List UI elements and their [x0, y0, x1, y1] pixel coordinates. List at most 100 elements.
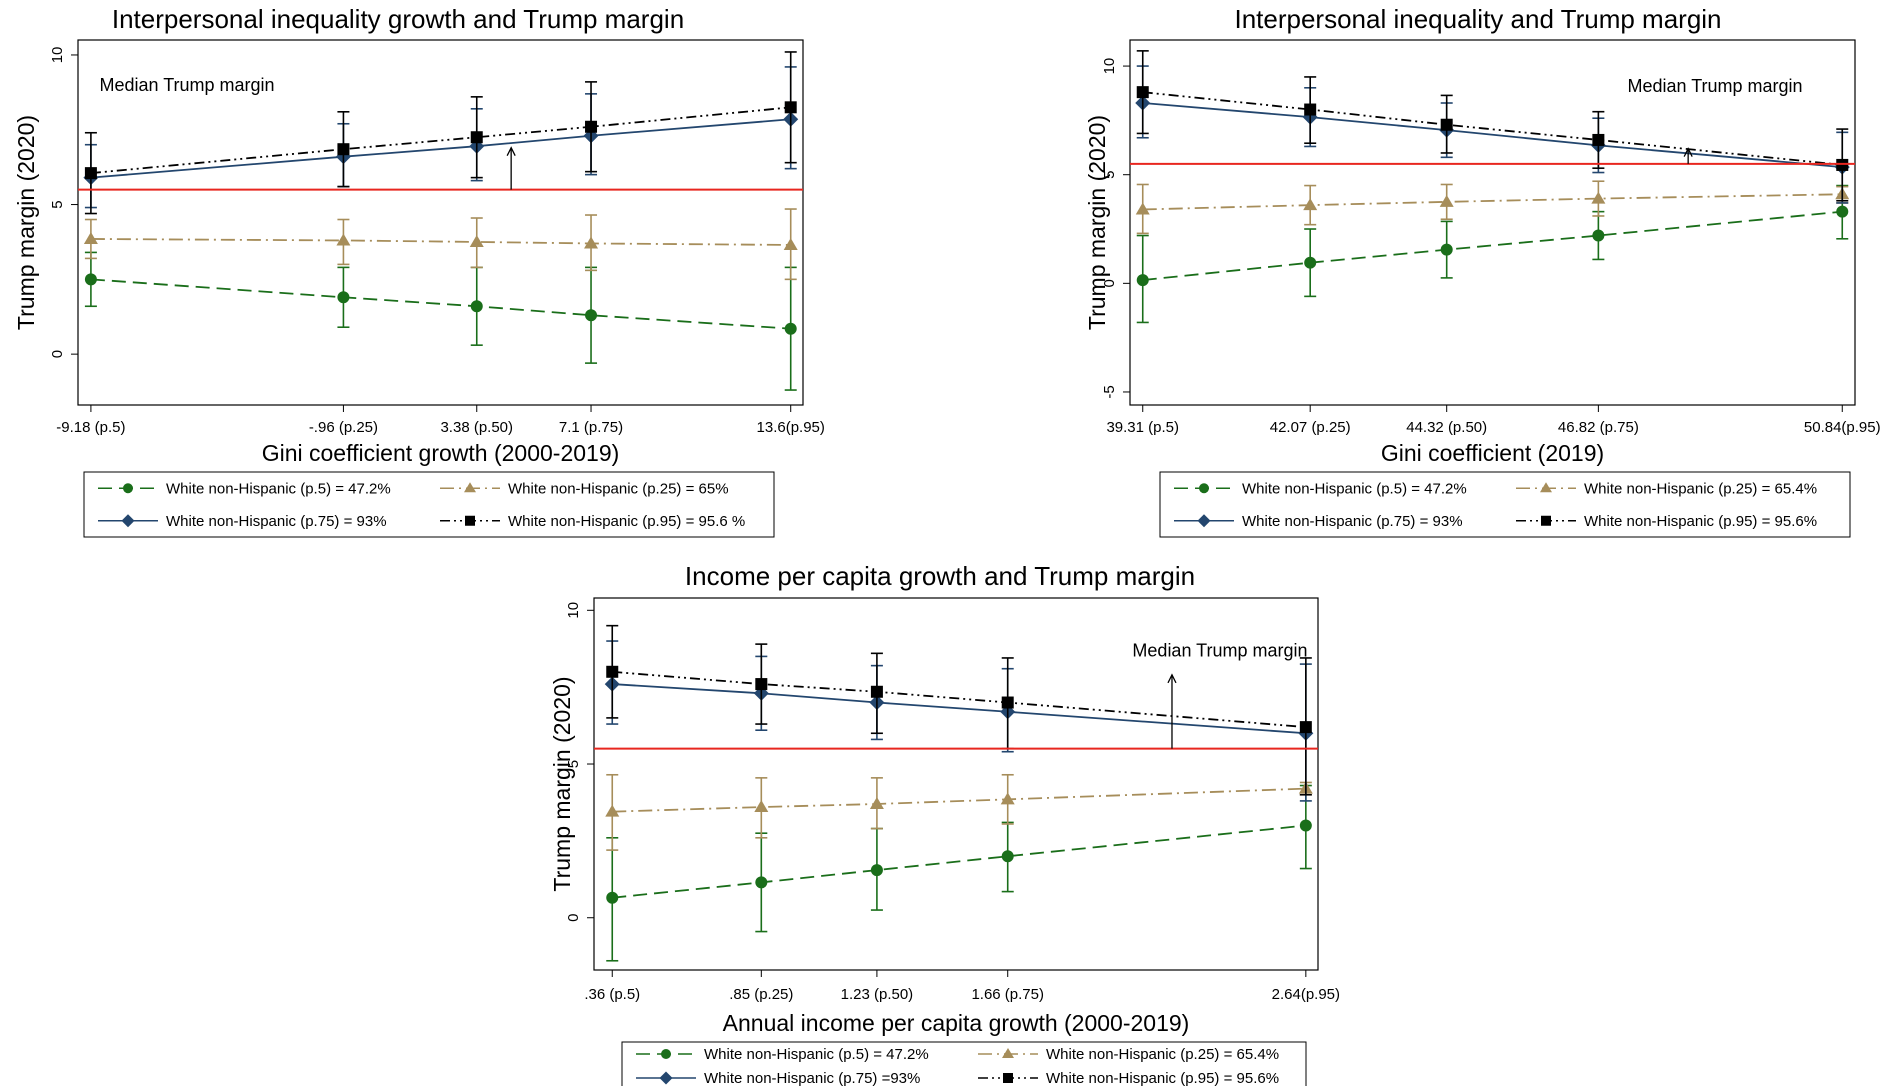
x-tick-label: -.96 (p.25)	[309, 419, 378, 436]
y-tick-label: 0	[1101, 279, 1118, 287]
series-line	[1142, 102, 1843, 168]
series-line	[612, 824, 1306, 899]
plot-frame	[593, 597, 1319, 971]
series-line	[90, 278, 791, 330]
data-point	[1136, 274, 1149, 287]
legend-marker	[1541, 515, 1551, 526]
legend-item-4: White non-Hispanic (p.95) = 95.6 %	[440, 513, 745, 530]
chart-panel-1: Interpersonal inequality growth and Trum…	[13, 4, 825, 538]
data-point	[754, 800, 769, 813]
series-line	[90, 106, 791, 175]
series-line	[1142, 91, 1843, 166]
series-4	[84, 51, 797, 215]
chart-panel-2: Interpersonal inequality and Trump margi…	[1084, 4, 1881, 538]
data-point	[755, 876, 768, 889]
legend-marker	[123, 483, 133, 494]
chart-title: Income per capita growth and Trump margi…	[685, 561, 1195, 591]
y-axis-label: Trump margin (2020)	[13, 115, 39, 330]
data-point	[870, 685, 883, 698]
data-point	[1299, 819, 1312, 832]
legend-label: White non-Hispanic (p.95) = 95.6 %	[508, 513, 745, 530]
legend-label: White non-Hispanic (p.25) = 65%	[508, 480, 729, 497]
data-point	[337, 291, 350, 304]
data-point	[337, 143, 350, 156]
data-point	[585, 120, 598, 133]
data-point	[1001, 696, 1014, 709]
data-point	[1592, 229, 1605, 242]
series-4	[606, 624, 1312, 796]
x-tick-label: 7.1 (p.75)	[559, 419, 623, 436]
data-point	[1135, 202, 1150, 215]
series-line	[1142, 210, 1843, 281]
plot-frame	[1129, 39, 1856, 406]
data-point	[84, 273, 97, 286]
legend-marker	[661, 1049, 671, 1059]
legend-item-1: White non-Hispanic (p.5) = 47.2%	[1174, 480, 1467, 497]
series-line	[612, 683, 1306, 735]
x-axis-label: Gini coefficient (2019)	[1381, 440, 1604, 466]
x-tick-label: .36 (p.5)	[584, 986, 640, 1003]
data-point	[605, 804, 620, 817]
chart-title: Interpersonal inequality and Trump margi…	[1234, 4, 1721, 34]
legend-marker	[1540, 482, 1552, 493]
data-point	[606, 891, 619, 904]
legend-marker	[1197, 514, 1211, 528]
data-point	[1440, 243, 1453, 256]
legend-box	[83, 471, 775, 538]
data-point	[470, 131, 483, 144]
plot-frame	[77, 39, 804, 406]
annotation-text: Median Trump margin	[1627, 76, 1802, 96]
data-point	[869, 796, 884, 809]
data-point	[1592, 133, 1605, 146]
x-tick-label: 13.6(p.95)	[757, 419, 825, 436]
legend-item-1: White non-Hispanic (p.5) = 47.2%	[636, 1046, 929, 1063]
x-tick-label: 44.32 (p.50)	[1406, 419, 1487, 436]
legend-box	[621, 1041, 1307, 1091]
y-tick-label: 10	[565, 602, 582, 619]
data-point	[1136, 86, 1149, 99]
legend-marker	[465, 515, 475, 526]
legend-label: White non-Hispanic (p.75) = 93%	[166, 513, 387, 530]
data-point	[870, 864, 883, 877]
x-tick-label: 1.23 (p.50)	[841, 986, 914, 1003]
data-point	[584, 236, 599, 249]
series-1	[606, 784, 1312, 962]
series-2	[605, 773, 1313, 851]
data-point	[1304, 103, 1317, 116]
data-point	[470, 300, 483, 313]
legend-item-3: White non-Hispanic (p.75) = 93%	[98, 513, 387, 530]
x-tick-label: -9.18 (p.5)	[56, 419, 125, 436]
annotation-arrowhead	[1683, 147, 1693, 157]
data-point	[1836, 205, 1849, 218]
data-point	[83, 231, 98, 244]
legend-marker	[1003, 1073, 1013, 1083]
y-tick-label: 5	[49, 200, 66, 208]
legend-label: White non-Hispanic (p.25) = 65.4%	[1584, 480, 1817, 497]
series-line	[1142, 193, 1843, 211]
legend-item-2: White non-Hispanic (p.25) = 65.4%	[978, 1046, 1279, 1063]
x-axis-label: Gini coefficient growth (2000-2019)	[262, 440, 620, 466]
legend-label: White non-Hispanic (p.75) = 93%	[1242, 513, 1463, 530]
data-point	[606, 665, 619, 678]
series-3	[604, 640, 1314, 802]
data-point	[1299, 721, 1312, 734]
data-point	[1836, 158, 1849, 171]
legend-item-3: White non-Hispanic (p.75) =93%	[636, 1070, 920, 1087]
data-point	[1439, 194, 1454, 207]
series-4	[1136, 50, 1849, 202]
y-tick-label: 0	[49, 350, 66, 358]
annotation-text: Median Trump margin	[100, 75, 275, 95]
legend-marker	[1002, 1048, 1014, 1058]
series-2	[83, 208, 798, 281]
x-tick-label: 1.66 (p.75)	[971, 986, 1044, 1003]
data-point	[784, 322, 797, 335]
annotation-arrowhead	[1167, 673, 1177, 684]
legend-label: White non-Hispanic (p.5) = 47.2%	[1242, 480, 1467, 497]
legend-marker	[121, 514, 135, 528]
x-tick-label: 3.38 (p.50)	[440, 419, 513, 436]
legend-item-4: White non-Hispanic (p.95) = 95.6%	[1516, 513, 1817, 530]
data-point	[1304, 256, 1317, 269]
data-point	[1000, 792, 1015, 805]
